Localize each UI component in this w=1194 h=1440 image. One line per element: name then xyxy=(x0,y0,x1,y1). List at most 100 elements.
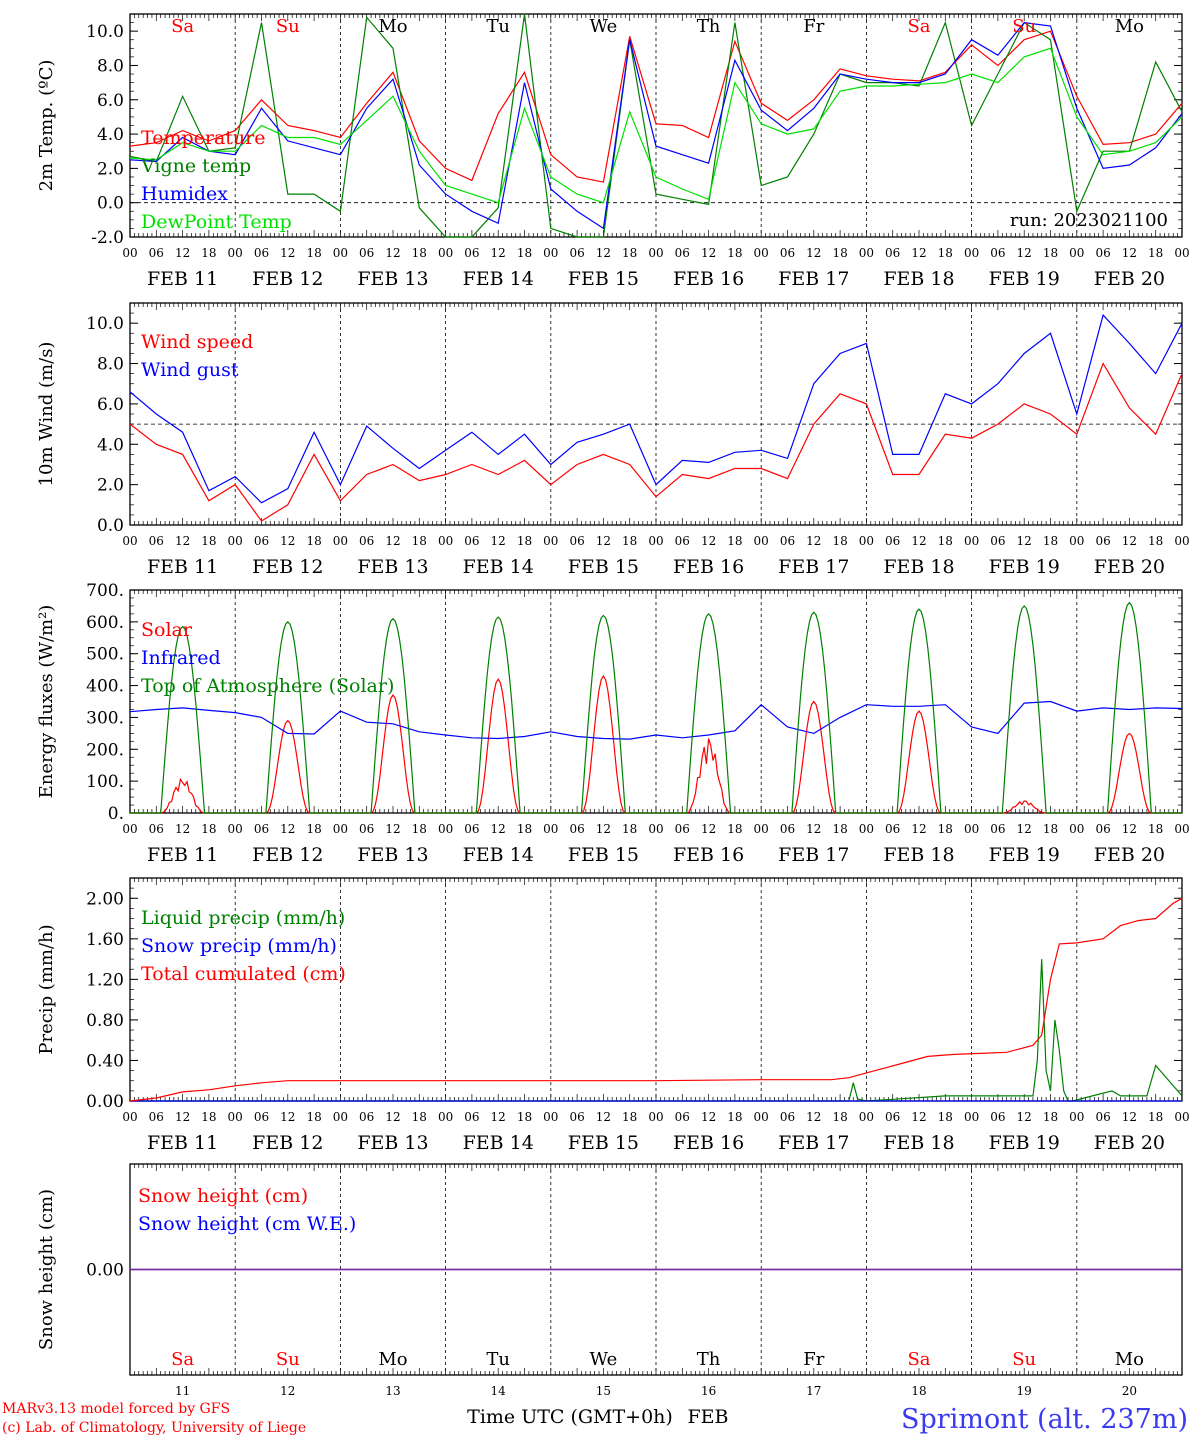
y-tick-label: 2.0 xyxy=(97,159,124,179)
hour-label: 00 xyxy=(543,534,558,548)
hour-label: 12 xyxy=(280,822,295,836)
hour-label: 18 xyxy=(727,822,742,836)
date-label: FEB 12 xyxy=(252,268,323,290)
y-tick-label: 2.00 xyxy=(86,889,124,909)
date-label: FEB 19 xyxy=(989,1132,1060,1154)
date-label: FEB 14 xyxy=(463,844,534,866)
hour-label: 18 xyxy=(201,1110,216,1124)
hour-label: 00 xyxy=(859,1110,874,1124)
hour-label: 00 xyxy=(859,822,874,836)
hour-label: 06 xyxy=(254,246,269,260)
hour-label: 00 xyxy=(1174,246,1189,260)
hour-label: 00 xyxy=(964,1110,979,1124)
date-label: FEB 17 xyxy=(778,556,849,578)
y-tick-label: 500. xyxy=(86,645,124,665)
hour-label: 06 xyxy=(780,822,795,836)
series-line-energy-1 xyxy=(129,700,1183,740)
day-name-top: Su xyxy=(1012,16,1036,37)
hour-label: 12 xyxy=(1017,534,1032,548)
date-label: FEB 19 xyxy=(989,844,1060,866)
hour-label: 00 xyxy=(1069,246,1084,260)
hour-label: 06 xyxy=(780,1110,795,1124)
day-name-bottom: Sa xyxy=(171,1349,194,1370)
day-name-bottom: Su xyxy=(276,1349,300,1370)
date-label: FEB 13 xyxy=(357,844,428,866)
date-label: FEB 18 xyxy=(883,268,954,290)
day-name-top: Sa xyxy=(171,16,194,37)
date-label: FEB 19 xyxy=(989,556,1060,578)
hour-label: 18 xyxy=(1148,1110,1163,1124)
day-name-top: Su xyxy=(276,16,300,37)
panel-energy: 0. 100. 200. 300. 400. 500. 600. 700. Energy flu… xyxy=(36,581,1190,866)
hour-label: 12 xyxy=(596,534,611,548)
y-axis-label: 2m Temp. (ºC) xyxy=(36,60,57,192)
hour-label: 06 xyxy=(464,822,479,836)
hour-label: 12 xyxy=(701,1110,716,1124)
hour-label: 00 xyxy=(648,534,663,548)
day-number: 20 xyxy=(1122,1384,1137,1398)
hour-label: 18 xyxy=(622,534,637,548)
hour-label: 06 xyxy=(359,1110,374,1124)
y-tick-label: 600. xyxy=(86,613,124,633)
date-label: FEB 16 xyxy=(673,556,744,578)
day-number: 16 xyxy=(701,1384,716,1398)
hour-label: 18 xyxy=(832,1110,847,1124)
x-ticks xyxy=(129,1164,1183,1375)
hour-label: 18 xyxy=(727,1110,742,1124)
y-tick-label: 1.20 xyxy=(86,970,124,990)
hour-label: 06 xyxy=(464,1110,479,1124)
hour-label: 12 xyxy=(1122,822,1137,836)
day-name-top: Th xyxy=(697,16,721,37)
hour-label: 12 xyxy=(911,534,926,548)
hour-label: 12 xyxy=(491,822,506,836)
credit-lab: (c) Lab. of Climatology, University of L… xyxy=(2,1420,307,1436)
hour-label: 00 xyxy=(754,1110,769,1124)
x-ticks xyxy=(129,303,1183,525)
hour-label: 06 xyxy=(1095,822,1110,836)
legend-entry: Solar xyxy=(141,619,193,641)
legend-entry: Liquid precip (mm/h) xyxy=(141,907,345,929)
hour-label: 00 xyxy=(648,822,663,836)
y-tick-label: 0.40 xyxy=(86,1051,124,1071)
hour-label: 18 xyxy=(306,822,321,836)
hour-label: 12 xyxy=(806,1110,821,1124)
hour-label: 12 xyxy=(1122,534,1137,548)
date-label: FEB 11 xyxy=(147,844,218,866)
hour-label: 06 xyxy=(569,246,584,260)
hour-label: 12 xyxy=(911,1110,926,1124)
hour-label: 00 xyxy=(122,822,137,836)
x-axis-label: Time UTC (GMT+0h) xyxy=(467,1406,673,1428)
hour-label: 00 xyxy=(438,822,453,836)
date-label: FEB 20 xyxy=(1094,268,1165,290)
date-label: FEB 17 xyxy=(778,1132,849,1154)
y-tick-label: 4.0 xyxy=(97,435,124,455)
day-name-top: Sa xyxy=(907,16,930,37)
station-label: Sprimont (alt. 237m) xyxy=(901,1404,1188,1435)
hour-label: 18 xyxy=(201,246,216,260)
legend-entry: Snow height (cm) xyxy=(138,1185,308,1207)
panel-wind: 0.0 2.0 4.0 6.0 8.0 10.0 10m Wind (m/s) Wind sp… xyxy=(36,302,1190,578)
y-tick-label: 200. xyxy=(86,740,124,760)
hour-label: 06 xyxy=(885,1110,900,1124)
day-number: 12 xyxy=(280,1384,295,1398)
hour-label: 06 xyxy=(1095,1110,1110,1124)
hour-label: 12 xyxy=(1017,246,1032,260)
hour-label: 18 xyxy=(412,246,427,260)
hour-label: 18 xyxy=(622,822,637,836)
hour-label: 00 xyxy=(543,246,558,260)
hour-label: 12 xyxy=(806,246,821,260)
hour-label: 00 xyxy=(964,246,979,260)
day-name-top: We xyxy=(590,16,618,37)
hour-label: 18 xyxy=(1043,246,1058,260)
hour-label: 12 xyxy=(701,822,716,836)
hour-label: 18 xyxy=(832,246,847,260)
date-label: FEB 13 xyxy=(357,268,428,290)
hour-label: 06 xyxy=(359,822,374,836)
hour-label: 12 xyxy=(175,1110,190,1124)
hour-label: 00 xyxy=(543,1110,558,1124)
series-line-temp-1 xyxy=(129,13,1183,238)
y-tick-label: 0. xyxy=(108,804,124,824)
hour-label: 12 xyxy=(701,246,716,260)
hour-label: 00 xyxy=(438,534,453,548)
hour-label: 06 xyxy=(149,246,164,260)
